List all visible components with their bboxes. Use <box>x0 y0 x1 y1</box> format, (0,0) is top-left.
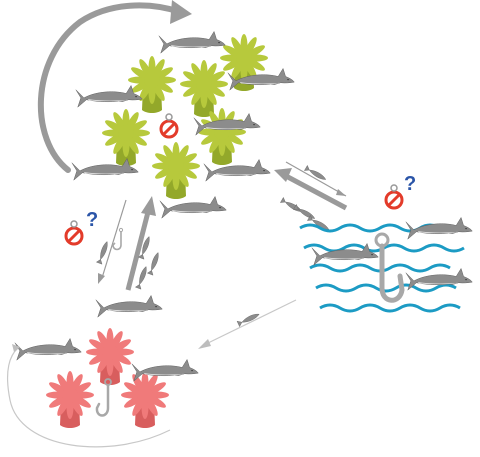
no-fishing-icon <box>64 219 84 246</box>
reef-shark-icon <box>158 31 226 54</box>
small-fish-icon <box>135 265 150 290</box>
no-fishing-icon <box>384 183 404 210</box>
no-fishing-icon <box>159 112 179 139</box>
small-fish-icon <box>293 204 317 222</box>
reef-shark-icon <box>75 85 143 108</box>
reef-shark-icon <box>71 158 139 181</box>
exchange-arrows-vertical: ? <box>64 196 162 291</box>
reef-shark-icon <box>14 338 82 361</box>
sea-anemone-icon <box>152 142 200 199</box>
fish-hook-icon <box>95 378 112 417</box>
reef-shark-icon <box>405 217 473 240</box>
small-fish-icon <box>280 197 304 215</box>
fishing-zone: ? <box>299 173 473 313</box>
recovery-loop-arrow <box>38 0 192 173</box>
sea-anemone-icon <box>102 109 150 166</box>
small-fish-icon <box>147 251 162 276</box>
question-mark-icon: ? <box>404 173 416 195</box>
decline-arrow <box>198 299 297 349</box>
sea-anemone-icon <box>46 371 94 428</box>
reef-shark-icon <box>95 295 163 318</box>
sea-anemone-icon <box>86 328 134 385</box>
sea-anemone-icon <box>128 56 176 113</box>
healthy-reef-community <box>71 31 295 219</box>
return-arc-arrow <box>6 344 171 448</box>
question-mark-icon: ? <box>86 209 98 231</box>
sea-anemone-icon <box>121 371 169 428</box>
exchange-arrows-right <box>274 161 348 233</box>
reef-shark-icon <box>159 196 227 219</box>
fish-hook-icon <box>374 232 405 303</box>
sea-anemone-icon <box>180 60 228 117</box>
degraded-reef-community <box>14 295 199 428</box>
